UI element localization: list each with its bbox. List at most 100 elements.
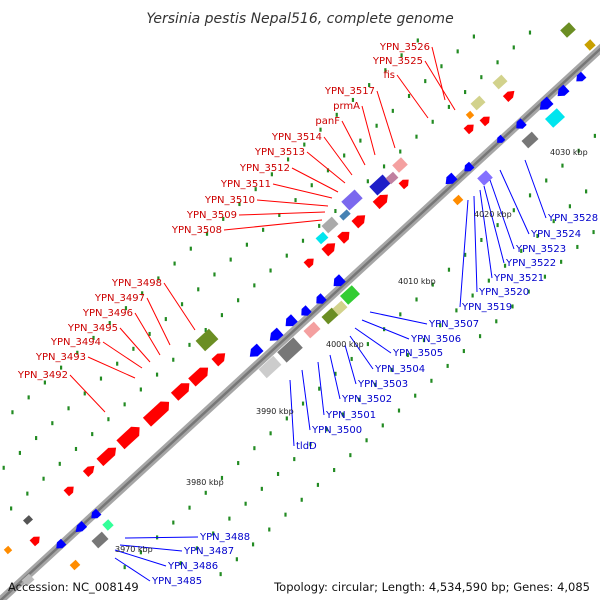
tick-dot	[400, 53, 403, 58]
reverse-gene-label: YPN_3501	[325, 410, 376, 421]
reverse-gene-label: YPN_3485	[151, 576, 202, 587]
tick-dot	[237, 461, 240, 466]
tick-dot	[244, 501, 247, 506]
leader-line	[499, 169, 530, 235]
tick-dot	[592, 230, 595, 235]
leader-line	[289, 379, 295, 447]
tick-dot	[536, 234, 539, 239]
feature-block	[332, 300, 348, 316]
leader-line	[323, 136, 353, 176]
tick-dot	[124, 306, 128, 311]
tick-dots	[2, 30, 596, 577]
forward-gene	[303, 258, 314, 269]
feature-block	[23, 515, 33, 525]
tick-dot	[278, 212, 281, 217]
tick-dot	[528, 193, 532, 198]
leader-line	[329, 354, 341, 400]
tick-dot	[237, 298, 240, 303]
tick-dot	[27, 395, 30, 400]
tick-dot	[269, 431, 272, 436]
forward-gene	[372, 194, 388, 210]
tick-dot	[430, 378, 433, 383]
tick-dot	[585, 189, 588, 194]
tick-dot	[139, 387, 142, 392]
forward-gene	[398, 179, 409, 190]
reverse-gene	[285, 314, 298, 327]
feature-block	[465, 110, 475, 120]
tick-dot	[254, 187, 257, 192]
feature-block	[277, 337, 303, 363]
forward-strand-genes	[29, 90, 515, 547]
tick-dot	[212, 531, 215, 536]
leader-line	[524, 159, 547, 219]
tick-dot	[300, 497, 303, 502]
tick-dot	[268, 527, 271, 532]
tick-dot	[188, 505, 191, 510]
forward-gene-label: YPN_3498	[111, 278, 162, 289]
tick-dot	[471, 293, 474, 298]
tick-dot	[43, 380, 46, 385]
tick-dot	[552, 219, 555, 224]
tick-dot	[326, 168, 330, 173]
feature-block	[195, 328, 219, 352]
tick-dot	[253, 283, 256, 288]
forward-gene-label: YPN_3512	[239, 163, 290, 174]
tick-dot	[213, 272, 216, 277]
forward-gene-label: YPN_3494	[50, 337, 101, 348]
tick-dot	[415, 297, 418, 302]
tick-dot	[343, 153, 346, 158]
leader-line	[431, 46, 446, 101]
leader-line	[114, 557, 151, 582]
tick-dot	[543, 274, 547, 279]
tick-dot	[440, 64, 443, 69]
tick-dot	[407, 93, 411, 98]
feature-block	[477, 170, 493, 186]
tick-dot	[319, 127, 322, 132]
reverse-gene	[316, 293, 327, 304]
tick-label: 4030 kbp	[550, 148, 588, 157]
reverse-gene-label: YPN_3486	[167, 561, 218, 572]
reverse-gene-label: YPN_3504	[374, 364, 425, 375]
forward-gene	[502, 90, 515, 102]
leader-line	[163, 282, 196, 331]
tick-dot	[365, 438, 368, 443]
tick-dot	[397, 408, 401, 413]
tick-dot	[495, 319, 498, 324]
reverse-gene-label: YPN_3506	[410, 334, 461, 345]
forward-gene-label: YPN_3508	[171, 225, 222, 236]
tick-dot	[253, 446, 256, 451]
tick-dot	[108, 321, 111, 326]
leader-line	[341, 120, 366, 166]
tick-dot	[351, 97, 355, 102]
reverse-gene	[75, 521, 88, 533]
leader-line	[354, 327, 392, 354]
leader-line	[291, 167, 339, 193]
tick-dot	[35, 436, 38, 441]
tick-dot	[512, 45, 515, 50]
tick-dot	[195, 546, 199, 551]
tick-dot	[59, 365, 63, 370]
tick-dot	[456, 49, 459, 54]
forward-gene	[96, 447, 117, 467]
tick-dot	[310, 183, 313, 188]
forward-gene-label: YPN_3497	[94, 293, 145, 304]
tick-dot	[503, 263, 507, 268]
genome-summary-text: Topology: circular; Length: 4,534,590 bp…	[274, 580, 590, 594]
tick-dot	[222, 216, 225, 221]
forward-gene-label: YPN_3526	[379, 42, 430, 53]
tick-dot	[116, 361, 119, 366]
feature-block	[341, 189, 363, 211]
reverse-gene	[269, 327, 284, 341]
tick-dot	[341, 412, 345, 417]
tick-dot	[350, 356, 353, 361]
tick-dot	[478, 334, 482, 339]
tick-dot	[10, 506, 13, 511]
tick-dot	[561, 163, 564, 168]
tick-label: 4000 kbp	[326, 340, 364, 349]
forward-gene-label: YPN_3493	[35, 352, 86, 363]
feature-block	[69, 559, 81, 571]
tick-dot	[381, 423, 384, 428]
forward-gene	[63, 486, 74, 497]
tick-dot	[368, 83, 371, 88]
